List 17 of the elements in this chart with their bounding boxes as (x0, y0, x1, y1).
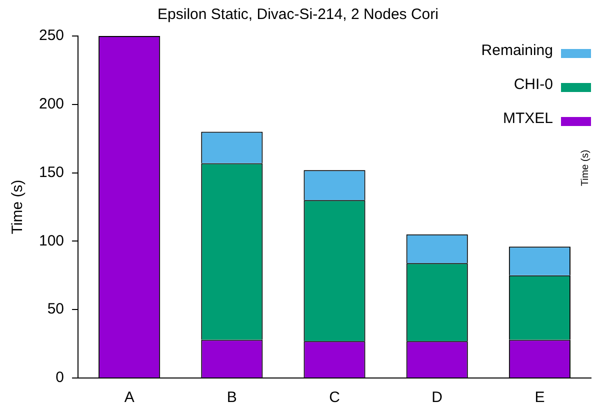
y-tick-label: 200 (38, 96, 64, 113)
y-tick-label: 150 (38, 164, 64, 181)
annotation: Time (s) (580, 150, 591, 186)
x-tick-label: C (329, 389, 340, 406)
legend-label: MTXEL (502, 110, 553, 128)
y-tick-label: 50 (47, 300, 64, 318)
chart-title: Epsilon Static, Divac-Si-214, 2 Nodes Cori (158, 6, 438, 24)
y-tick-label: 0 (56, 369, 64, 386)
x-tick-label: A (124, 389, 134, 406)
x-tick-label: E (534, 389, 545, 406)
y-tick-label: 250 (38, 27, 64, 44)
legend-label: Remaining (481, 42, 553, 60)
legend-label: CHI-0 (514, 76, 553, 94)
x-tick-label: B (226, 389, 237, 406)
y-tick-label: 100 (38, 232, 64, 250)
y-axis-title: Time (s) (9, 180, 26, 234)
x-tick-label: D (432, 389, 443, 406)
